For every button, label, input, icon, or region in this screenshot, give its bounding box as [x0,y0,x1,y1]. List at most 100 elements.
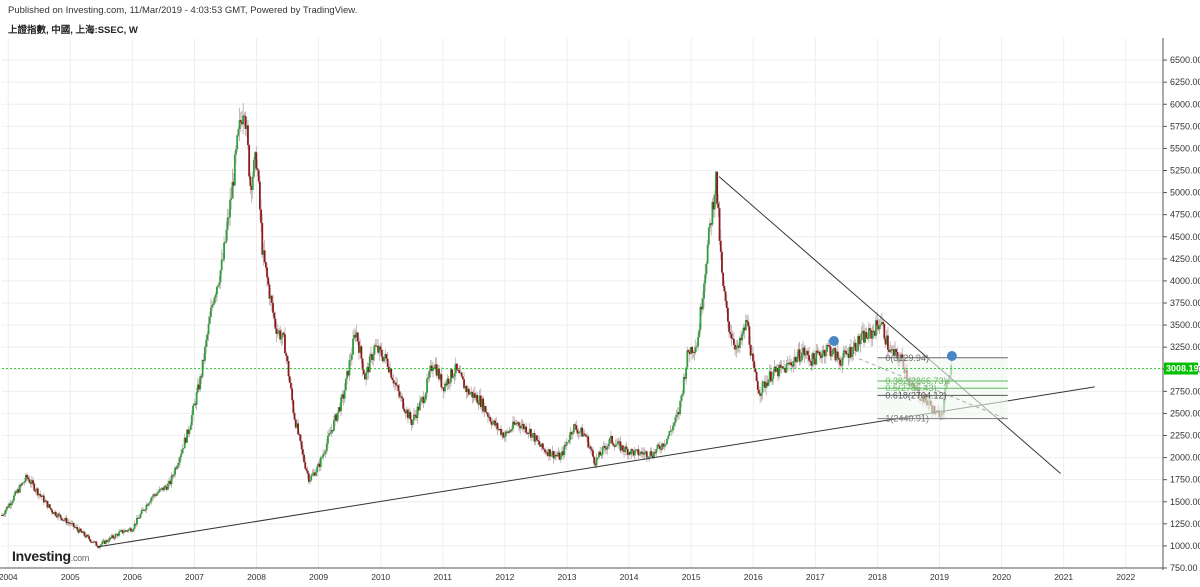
candle [722,272,725,286]
candle [857,335,859,351]
candle [116,534,119,536]
candle [54,511,57,516]
candle [82,531,85,533]
candle [746,320,748,322]
candle [465,386,468,393]
candle [196,384,199,393]
candle [562,451,565,456]
grid [2,38,1163,569]
candle [428,370,431,378]
candle [754,368,757,372]
candle [650,451,653,456]
investing-logo[interactable]: Investing.com [12,548,89,564]
candle [695,346,698,348]
candle [673,422,676,426]
candle [487,413,489,417]
candle [534,435,537,442]
candle [317,463,320,467]
candle [42,495,45,503]
candle [457,369,459,371]
candle [522,423,525,430]
candle [69,523,71,525]
candle [724,291,727,301]
candle [77,529,80,533]
candle [620,445,623,451]
candle [682,377,685,394]
candle [865,332,868,338]
candle [610,435,612,439]
candle [666,438,668,444]
candle [333,420,335,431]
candle [225,229,228,242]
candle [641,451,643,454]
candle [50,508,52,510]
candle [59,514,62,518]
candle [64,517,67,520]
candle [88,536,91,540]
candle [461,376,464,380]
candle [274,318,277,329]
fib-trend-dashed [858,358,1008,421]
candle [475,394,477,399]
candle [24,474,27,481]
candle [807,350,809,356]
candle [691,347,694,354]
candle [467,388,470,395]
candle [466,388,469,393]
candle [377,345,379,353]
candle [344,378,347,391]
y-tick-label: 3500.00 [1170,320,1200,330]
candle [583,433,586,435]
candle [473,393,476,399]
candle [690,347,692,355]
candle [744,320,747,331]
candle [854,342,857,351]
candle [385,354,388,359]
candle [642,453,645,455]
candle [1,515,3,516]
candle [873,331,876,336]
candle [417,406,420,411]
candle [169,480,172,485]
candle [316,466,319,473]
candle [397,385,400,392]
candle [692,351,695,354]
candle [267,277,270,285]
candle [508,430,511,433]
candle [115,534,118,536]
candle [651,455,654,458]
candle [657,444,660,447]
candle [141,509,144,511]
candle [11,500,14,503]
candle [151,496,154,498]
candle [328,433,331,436]
candle [719,240,722,252]
candle [698,329,701,337]
candle [4,510,7,514]
candle [48,504,51,509]
candle [514,423,517,425]
candle [268,284,271,299]
candle [495,423,498,426]
candle [538,441,541,445]
candle [687,350,690,352]
y-tick-label: 5500.00 [1170,143,1200,153]
candle [771,378,773,382]
candle [35,488,38,491]
candle [460,372,463,377]
candle [900,354,902,359]
candle [297,423,300,435]
candle [447,378,450,384]
candle [658,446,661,449]
candle [748,326,751,345]
candle [552,451,555,459]
candle [232,181,235,186]
candle [875,320,877,336]
candle [464,386,467,389]
candle [633,450,636,456]
candle [67,521,70,524]
candle [506,431,508,433]
candle [301,449,304,455]
candle [149,501,151,504]
